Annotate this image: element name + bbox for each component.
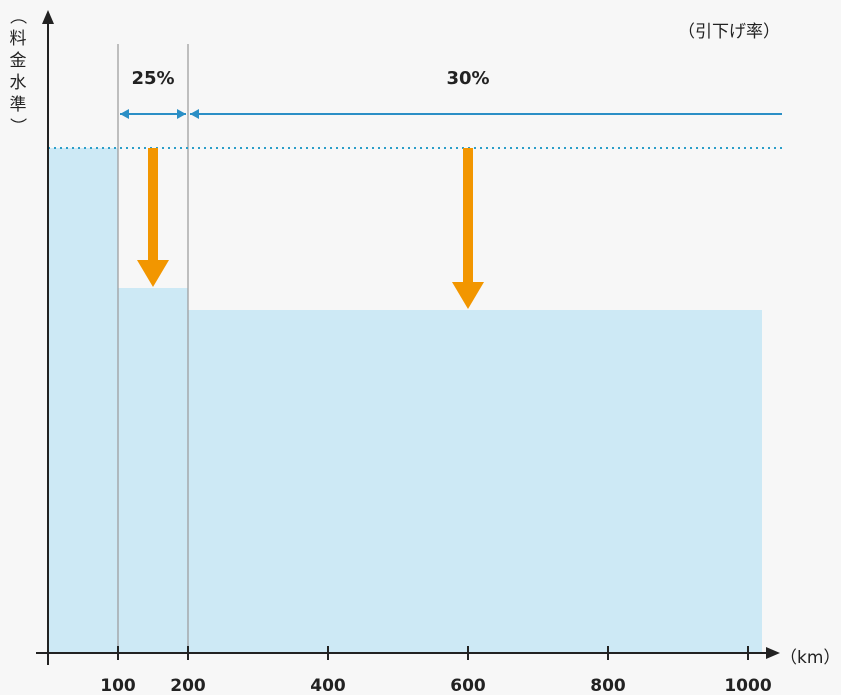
reduction-indicators: 25% 30% — [120, 68, 782, 309]
y-axis-label-char-4: 準 — [10, 95, 27, 115]
x-tick-label-800: 800 — [590, 676, 626, 695]
y-axis-label-char-0: （ — [7, 8, 27, 25]
dividers — [117, 44, 189, 653]
x-unit-label: （km） — [780, 648, 840, 668]
x-tick-label-100: 100 — [100, 676, 136, 695]
y-axis-label-char-2: 金 — [10, 51, 27, 71]
y-axis-label-char-3: 水 — [10, 73, 27, 93]
y-axis-label-char-5: ） — [7, 118, 27, 135]
reduction-arrowhead-left-0 — [120, 109, 129, 119]
reduction-label-0: 25% — [131, 68, 174, 89]
rate-header-label: （引下げ率） — [678, 22, 780, 42]
reduction-arrow-head-0 — [137, 260, 169, 287]
step-fill-0 — [48, 148, 118, 653]
reduction-arrow-shaft-1 — [463, 148, 473, 284]
y-axis-label-char-1: 料 — [10, 29, 27, 49]
x-tick-label-400: 400 — [310, 676, 346, 695]
reduction-arrow-head-1 — [452, 282, 484, 309]
reduction-arrowhead-right-0 — [177, 109, 186, 119]
x-tick-label-1000: 1000 — [724, 676, 771, 695]
x-ticks: 100 200 400 600 800 1000 — [100, 646, 772, 695]
x-tick-label-600: 600 — [450, 676, 486, 695]
x-axis-arrowhead — [766, 647, 780, 659]
reduction-arrowhead-left-1 — [190, 109, 199, 119]
axes — [36, 10, 780, 665]
reduction-arrow-shaft-0 — [148, 148, 158, 262]
reduction-label-1: 30% — [446, 68, 489, 89]
step-fills — [48, 148, 762, 653]
step-fill-1 — [118, 288, 188, 653]
step-fill-2 — [188, 310, 762, 653]
x-tick-label-200: 200 — [170, 676, 206, 695]
y-axis-arrowhead — [42, 10, 54, 24]
